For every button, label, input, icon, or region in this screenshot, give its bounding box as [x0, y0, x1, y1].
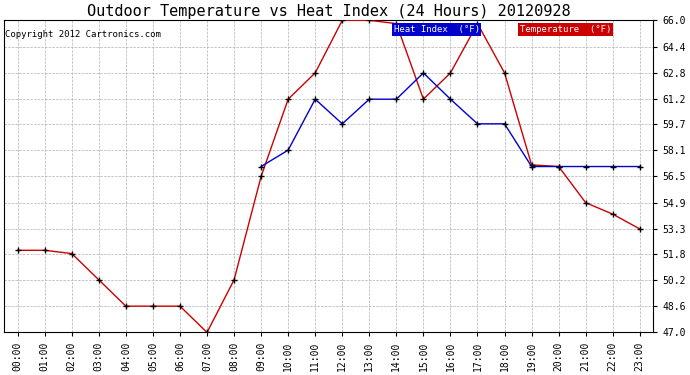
Text: Copyright 2012 Cartronics.com: Copyright 2012 Cartronics.com — [6, 30, 161, 39]
Text: Temperature  (°F): Temperature (°F) — [520, 25, 611, 34]
Text: Heat Index  (°F): Heat Index (°F) — [394, 25, 480, 34]
Title: Outdoor Temperature vs Heat Index (24 Hours) 20120928: Outdoor Temperature vs Heat Index (24 Ho… — [87, 4, 571, 19]
